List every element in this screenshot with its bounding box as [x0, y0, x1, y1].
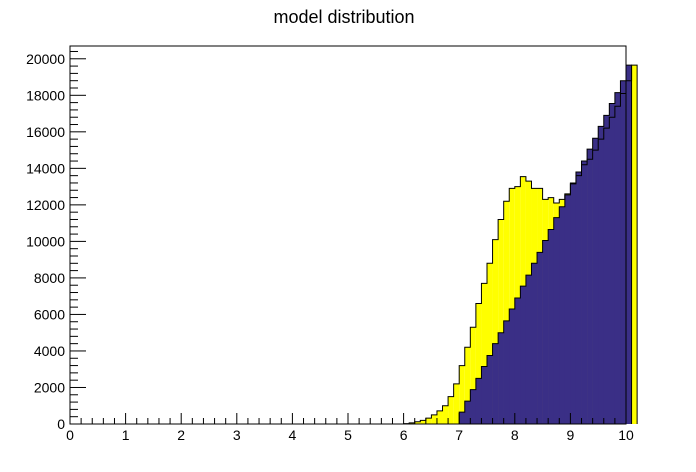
component-bin — [481, 366, 488, 424]
chart-title: model distribution — [273, 7, 414, 27]
y-tick-label: 0 — [57, 416, 65, 432]
component-bin — [609, 103, 616, 425]
component-bin — [587, 149, 593, 424]
component-bin — [626, 65, 632, 424]
total-bin — [509, 188, 515, 424]
y-tick-label: 16000 — [26, 124, 65, 140]
y-tick-label: 10000 — [26, 233, 65, 249]
total-outline — [403, 64, 638, 425]
component-bin — [464, 401, 471, 424]
total-bin — [464, 347, 471, 424]
component-bin — [559, 206, 566, 424]
component-bin — [498, 332, 504, 424]
x-tick-label: 4 — [289, 427, 297, 443]
x-tick-label: 6 — [400, 427, 408, 443]
x-tick-label: 3 — [233, 427, 241, 443]
total-bin — [487, 263, 493, 424]
total-bin — [436, 410, 443, 424]
component-bin — [603, 115, 610, 425]
x-tick-label: 0 — [66, 427, 74, 443]
total-bin — [470, 327, 476, 424]
component-bin — [492, 343, 499, 424]
component-bin — [520, 286, 527, 424]
total-bin — [409, 422, 415, 424]
x-tick-label: 1 — [122, 427, 130, 443]
component-bin — [620, 80, 627, 425]
component-bin — [564, 194, 571, 424]
total-bin — [498, 219, 504, 424]
total-bin — [425, 418, 432, 424]
component-bin — [592, 138, 599, 424]
total-bin — [442, 405, 449, 424]
y-tick-label: 18000 — [26, 87, 65, 103]
component-bin — [614, 92, 621, 424]
component-bin — [503, 320, 510, 424]
component-bin — [598, 126, 605, 424]
y-axis: 0 2000 4000 6000 8000 10000 12000 14000 16000 180… — [26, 51, 86, 432]
x-axis: 0 1 2 3 4 5 6 7 8 9 10 — [66, 413, 634, 443]
total-bin — [431, 414, 437, 424]
component-bin — [542, 240, 549, 424]
component-bin — [509, 308, 516, 424]
y-tick-label: 14000 — [26, 160, 65, 176]
component-bin — [570, 183, 577, 424]
y-tick-label: 12000 — [26, 197, 65, 213]
total-bin — [503, 201, 510, 424]
total-bin — [459, 365, 465, 424]
component-outline — [458, 64, 633, 424]
component-bin — [553, 217, 560, 424]
total-bin — [453, 383, 460, 424]
component-bin — [537, 252, 543, 424]
x-tick-label: 2 — [177, 427, 185, 443]
component-bin — [475, 378, 482, 424]
component-bin — [514, 298, 521, 424]
total-bin — [631, 65, 638, 424]
total-bin — [492, 239, 499, 424]
component-bin — [531, 263, 538, 424]
component-bin — [548, 229, 555, 424]
total-bin — [448, 396, 454, 424]
component-bin — [459, 412, 466, 424]
y-tick-label: 4000 — [34, 343, 65, 359]
total-bin — [481, 283, 487, 424]
component-bin — [470, 389, 477, 424]
y-tick-label: 20000 — [26, 51, 65, 67]
total-bin — [414, 421, 421, 424]
x-tick-label: 5 — [344, 427, 352, 443]
x-tick-label: 7 — [455, 427, 463, 443]
y-tick-label: 8000 — [34, 270, 65, 286]
y-tick-label: 2000 — [34, 379, 65, 395]
component-bin — [525, 275, 532, 424]
x-tick-label: 9 — [567, 427, 575, 443]
y-tick-label: 6000 — [34, 306, 65, 322]
x-tick-label: 8 — [511, 427, 519, 443]
histogram-fills — [403, 65, 638, 425]
component-bin — [487, 355, 493, 424]
total-bin — [475, 303, 482, 424]
component-bin — [575, 172, 582, 424]
total-bin — [420, 420, 426, 424]
component-bin — [581, 161, 588, 425]
x-tick-label: 10 — [618, 427, 634, 443]
